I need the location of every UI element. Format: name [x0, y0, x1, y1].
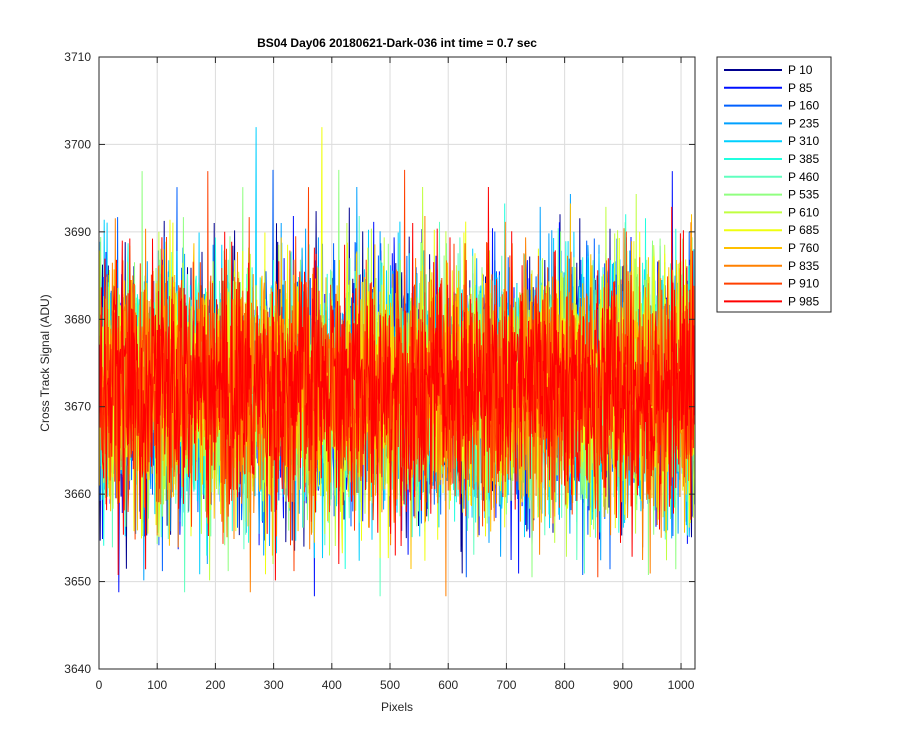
legend-label: P 760 — [788, 241, 819, 255]
y-tick-label: 3670 — [64, 400, 91, 414]
series-lines — [99, 127, 696, 597]
x-tick-label: 600 — [438, 678, 458, 692]
legend-label: P 460 — [788, 170, 819, 184]
legend-label: P 610 — [788, 205, 819, 219]
axes-box — [98, 56, 696, 670]
legend-label: P 10 — [788, 63, 813, 77]
legend-box — [716, 56, 832, 313]
legend-label: P 85 — [788, 81, 813, 95]
chart-title: BS04 Day06 20180621-Dark-036 int time = … — [257, 36, 537, 50]
legend-label: P 310 — [788, 134, 819, 148]
legend: P 10 P 85 P 160 P 235 P 310 P 385 P 460 P 535 P … — [716, 56, 832, 313]
x-tick-label: 900 — [613, 678, 633, 692]
x-tick-label: 0 — [96, 678, 103, 692]
axis-ticks: 0 100 200 300 400 500 600 700 800 900 1000 3640 3650… — [64, 50, 695, 692]
y-tick-label: 3700 — [64, 137, 91, 151]
x-tick-label: 100 — [147, 678, 167, 692]
legend-label: P 385 — [788, 152, 819, 166]
x-tick-label: 800 — [555, 678, 575, 692]
legend-label: P 535 — [788, 188, 819, 202]
y-axis-label: Cross Track Signal (ADU) — [38, 294, 52, 431]
x-axis-label: Pixels — [381, 700, 413, 714]
y-tick-label: 3680 — [64, 312, 91, 326]
legend-items: P 10 P 85 P 160 P 235 P 310 P 385 P 460 P 535 P … — [724, 63, 819, 308]
legend-label: P 685 — [788, 223, 819, 237]
y-tick-label: 3660 — [64, 487, 91, 501]
legend-label: P 985 — [788, 294, 819, 308]
y-tick-label: 3710 — [64, 50, 91, 64]
x-tick-label: 1000 — [668, 678, 695, 692]
y-tick-label: 3640 — [64, 662, 91, 676]
series-line — [99, 186, 696, 581]
x-tick-label: 300 — [264, 678, 284, 692]
legend-label: P 910 — [788, 277, 819, 291]
y-tick-label: 3690 — [64, 225, 91, 239]
x-tick-label: 500 — [380, 678, 400, 692]
legend-label: P 235 — [788, 116, 819, 130]
x-tick-label: 200 — [205, 678, 225, 692]
series-line — [99, 215, 696, 597]
x-tick-label: 700 — [496, 678, 516, 692]
y-tick-label: 3650 — [64, 575, 91, 589]
legend-label: P 835 — [788, 259, 819, 273]
x-tick-label: 400 — [322, 678, 342, 692]
legend-label: P 160 — [788, 99, 819, 113]
